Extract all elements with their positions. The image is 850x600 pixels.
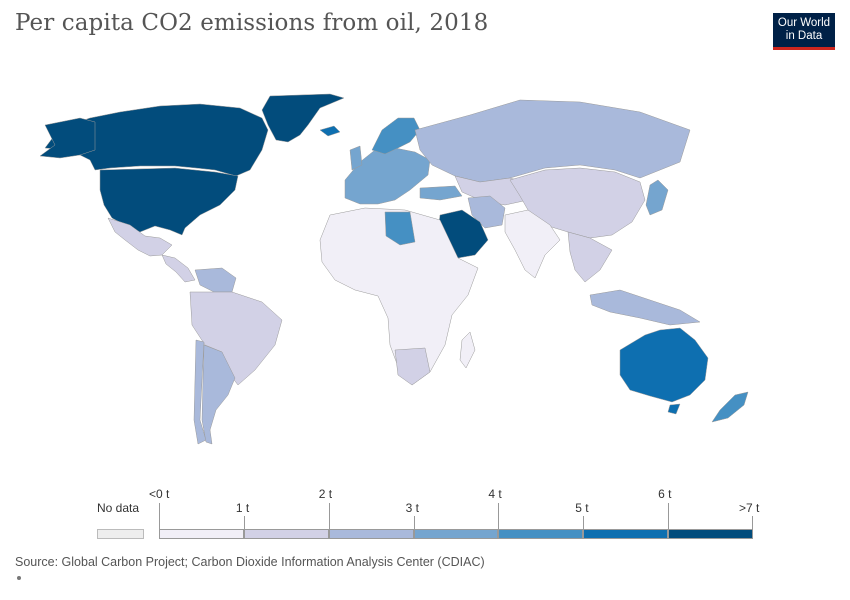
region-south-africa[interactable] [394,347,431,386]
region-uk[interactable] [349,145,363,171]
legend-lower-tick-line-1 [413,516,415,529]
region-southeast-asia[interactable] [567,231,613,283]
region-greenland[interactable] [261,93,345,143]
legend-upper-tick-0: <0 t [149,487,170,501]
legend-no-data-label: No data [97,501,140,515]
region-russia[interactable] [414,99,691,183]
legend-bin-0 [159,529,244,539]
legend-bin-3 [413,529,499,539]
region-japan[interactable] [645,179,669,216]
region-usa[interactable] [99,167,239,236]
legend-upper-tick-1: 2 t [318,487,333,501]
legend-upper-tick-line-1 [328,503,330,529]
legend-color-bar [159,529,753,539]
legend-lower-tick-0: 1 t [235,501,250,515]
region-india[interactable] [504,209,561,279]
logo-line1: Our World [777,17,831,29]
logo-line2: in Data [785,30,823,42]
legend-no-data-swatch [97,529,144,539]
legend-upper-tick-line-0 [159,503,160,529]
region-scandinavia[interactable] [371,117,421,155]
legend-bin-6 [668,529,753,539]
legend-bin-2 [328,529,414,539]
legend-bin-1 [243,529,329,539]
legend-lower-tick-line-0 [243,516,245,529]
region-australia[interactable] [619,327,709,403]
owid-logo[interactable]: Our World in Data [773,13,835,50]
legend-upper-tick-2: 4 t [488,487,502,501]
legend-bin-5 [583,529,669,539]
region-new-zealand[interactable] [711,391,749,423]
region-indonesia[interactable] [589,289,701,326]
legend-upper-tick-line-2 [498,503,500,529]
region-madagascar[interactable] [459,331,476,369]
legend-lower-tick-2: 5 t [575,501,589,515]
region-iceland[interactable] [319,125,341,137]
source-note: Source: Global Carbon Project; Carbon Di… [15,555,485,569]
region-argentina[interactable] [201,344,236,445]
region-central-america[interactable] [161,254,196,283]
region-turkey[interactable] [419,185,463,201]
footer-dot [17,576,21,580]
legend-lower-tick-1: 3 t [405,501,419,515]
region-alaska[interactable] [39,117,96,159]
legend-lower-tick-line-2 [583,516,585,529]
legend-bin-4 [498,529,584,539]
chart-title: Per capita CO2 emissions from oil, 2018 [15,10,489,36]
legend-upper-tick-line-3 [668,503,670,529]
legend-lower-tick-line-3 [752,516,753,529]
region-libya[interactable] [384,211,416,246]
region-venezuela[interactable] [194,267,237,293]
legend-lower-tick-3: >7 t [739,501,760,515]
region-tasmania[interactable] [667,403,681,415]
legend-upper-tick-3: 6 t [658,487,672,501]
region-canada[interactable] [44,103,269,177]
